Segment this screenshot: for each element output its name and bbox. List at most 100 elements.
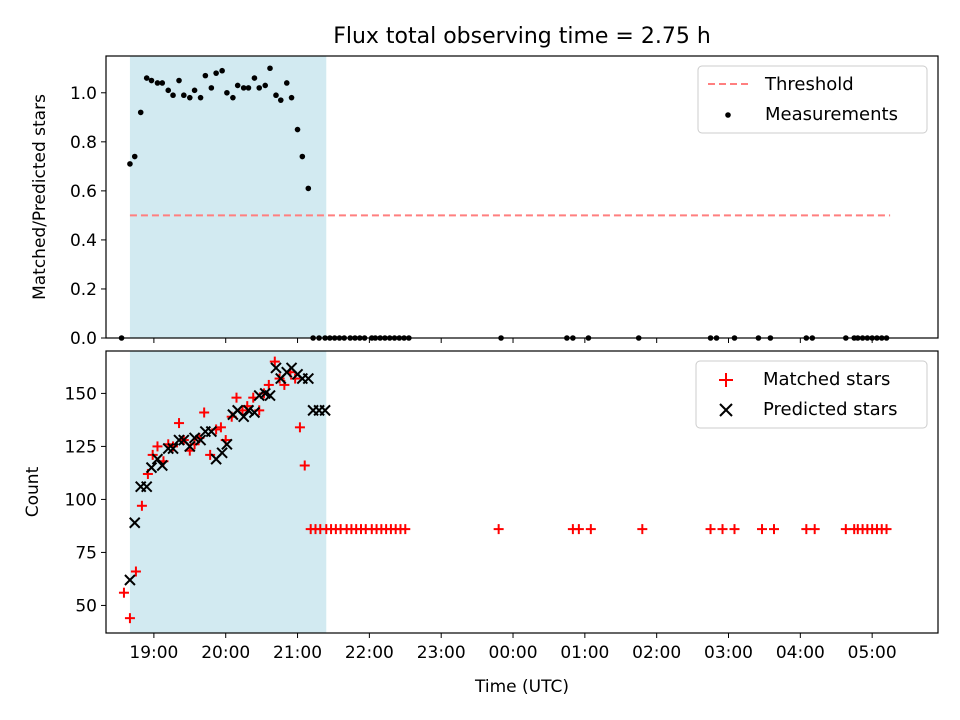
matched-star-point (493, 524, 504, 535)
measurement-point (256, 85, 263, 91)
measurement-point (186, 94, 193, 101)
shaded-band (129, 351, 327, 633)
bottom-y-tick-label: 75 (75, 543, 97, 563)
matched-star-point (174, 418, 185, 429)
predicted-star-point (248, 406, 261, 419)
bottom-legend-frame (695, 360, 928, 429)
predicted-star-point (205, 425, 218, 438)
matched-star-point (205, 449, 216, 460)
matched-star-point (881, 524, 892, 535)
top-y-axis-label: Matched/Predicted stars (30, 94, 50, 300)
matched-stars-series (118, 356, 892, 624)
top-legend: Threshold Measurements (697, 65, 928, 134)
bottom-plot-frame (105, 350, 939, 634)
matched-star-point (263, 379, 274, 390)
predicted-star-point (145, 461, 158, 474)
measurement-point (170, 92, 176, 99)
measurement-point (202, 72, 209, 79)
measurement-point (240, 85, 247, 91)
predicted-star-point (221, 438, 233, 451)
matched-star-point (637, 524, 648, 535)
predicted-stars-series (124, 362, 331, 586)
chart-title: Flux total observing time = 2.75 h (333, 24, 711, 49)
matched-star-point (809, 524, 820, 535)
predicted-star-point (140, 480, 153, 493)
measurement-point (288, 94, 295, 101)
measurement-point (224, 89, 230, 96)
measurement-point (148, 77, 155, 84)
bottom-y-tick-label: 50 (75, 596, 97, 616)
predicted-star-point (129, 517, 141, 529)
measurement-point (305, 185, 312, 192)
measurement-point (154, 80, 161, 86)
measurement-point (127, 161, 133, 167)
x-tick-label: 03:00 (704, 643, 753, 663)
x-tick-label: 21:00 (273, 643, 322, 663)
matched-star-point (294, 422, 305, 433)
x-ticks: 19:00 20:00 21:00 22:00 23:00 00:00 01:00 02:00… (129, 633, 897, 663)
bottom-y-tick-label: 125 (65, 437, 97, 457)
top-panel: 0.0 0.2 0.4 0.6 0.8 1.0 Matched/Predicted sta… (30, 55, 939, 349)
measurement-point (267, 65, 273, 72)
measurement-point (197, 94, 204, 101)
predicted-legend-swatch (719, 403, 733, 417)
predicted-star-point (194, 434, 207, 446)
measurement-point (273, 92, 279, 99)
measurements-legend-swatch (725, 112, 731, 118)
matched-star-point (729, 524, 740, 535)
matched-star-point (136, 500, 147, 511)
predicted-star-point (237, 411, 250, 423)
predicted-star-point (302, 372, 315, 385)
x-tick-label: 23:00 (417, 643, 466, 663)
x-tick-label: 04:00 (776, 643, 825, 663)
predicted-star-point (264, 389, 276, 402)
measurement-point (181, 92, 187, 99)
matched-star-point (124, 613, 135, 624)
predicted-star-point (151, 453, 164, 465)
y-ticks: 0.0 0.2 0.4 0.6 0.8 1.0 (70, 84, 106, 349)
measurement-point (208, 85, 215, 91)
measurement-point (137, 109, 144, 116)
matched-star-point (152, 441, 163, 452)
matched-star-point (717, 524, 728, 535)
top-y-tick-label: 0.8 (70, 133, 97, 153)
matched-legend-swatch (719, 373, 733, 387)
measurement-point (131, 153, 138, 160)
measurement-point (262, 82, 269, 89)
top-y-tick-label: 0.0 (70, 329, 97, 349)
predicted-star-point (184, 440, 196, 453)
matched-star-point (705, 524, 716, 535)
shaded-region (129, 351, 327, 633)
bottom-y-tick-label: 150 (65, 384, 97, 404)
matched-star-point (585, 524, 596, 535)
x-axis-label: Time (UTC) (474, 677, 569, 697)
matched-star-point (801, 524, 812, 535)
bottom-y-tick-label: 100 (65, 490, 97, 510)
shaded-band (129, 56, 327, 338)
predicted-star-point (188, 432, 201, 444)
matched-star-point (231, 392, 242, 403)
measurement-point (299, 153, 306, 160)
x-tick-label: 01:00 (560, 643, 609, 663)
y-ticks: 50 75 100 125 150 (65, 384, 106, 616)
measurement-point (245, 85, 252, 91)
matched-star-point (400, 524, 411, 535)
x-tick-label: 05:00 (848, 643, 897, 663)
predicted-star-point (216, 447, 228, 459)
measurement-point (234, 82, 241, 89)
measurement-point (219, 67, 225, 74)
matched-star-point (215, 422, 226, 433)
top-legend-frame (697, 65, 928, 134)
measurement-point (213, 70, 219, 76)
x-tick-label: 00:00 (489, 643, 538, 663)
measurement-point (294, 126, 301, 133)
matched-star-point (199, 407, 210, 418)
x-tick-label: 20:00 (201, 643, 250, 663)
threshold-legend-label: Threshold (764, 74, 854, 95)
predicted-star-point (162, 442, 174, 455)
bottom-legend: Matched stars Predicted stars (695, 360, 928, 429)
matched-star-point (768, 524, 779, 535)
top-y-tick-label: 0.4 (70, 231, 97, 251)
measurement-point (191, 87, 198, 94)
